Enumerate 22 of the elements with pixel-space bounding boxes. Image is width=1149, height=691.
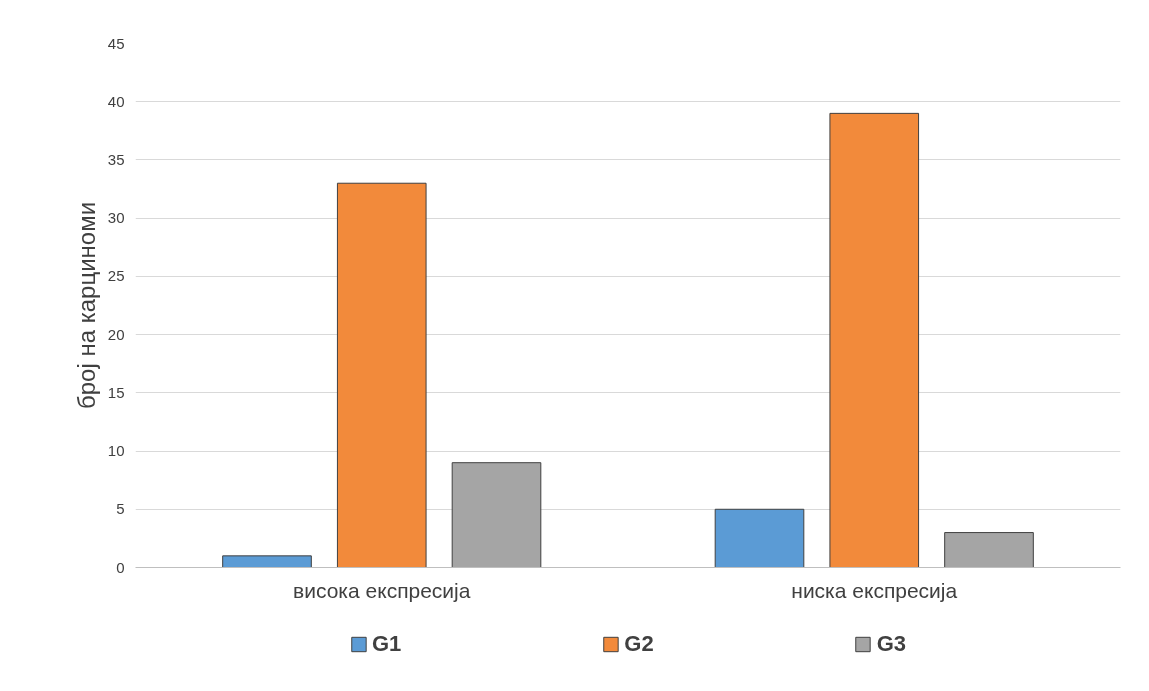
y-axis-title: број на карциноми [72, 201, 100, 410]
x-tick-label: висока експресија [293, 578, 471, 602]
y-tick-label: 45 [107, 34, 125, 52]
bar [944, 532, 1034, 568]
legend-label: G1 [371, 631, 402, 657]
bar [829, 112, 920, 568]
y-tick-label: 15 [107, 383, 125, 401]
y-tick-label: 10 [107, 442, 125, 460]
bar [336, 182, 427, 568]
legend-label: G3 [876, 631, 907, 657]
bar [451, 462, 542, 568]
y-tick-label: 40 [107, 92, 125, 110]
y-tick-label: 30 [107, 209, 125, 227]
legend-label: G2 [624, 631, 654, 657]
x-tick-label: ниска експресија [791, 578, 958, 602]
y-tick-label: 20 [107, 325, 125, 343]
y-tick-label: 25 [107, 267, 125, 285]
bar [714, 508, 805, 568]
y-tick-label: 35 [107, 150, 125, 168]
y-tick-label: 0 [116, 558, 125, 576]
bar [222, 555, 312, 568]
y-tick-label: 5 [116, 500, 125, 518]
